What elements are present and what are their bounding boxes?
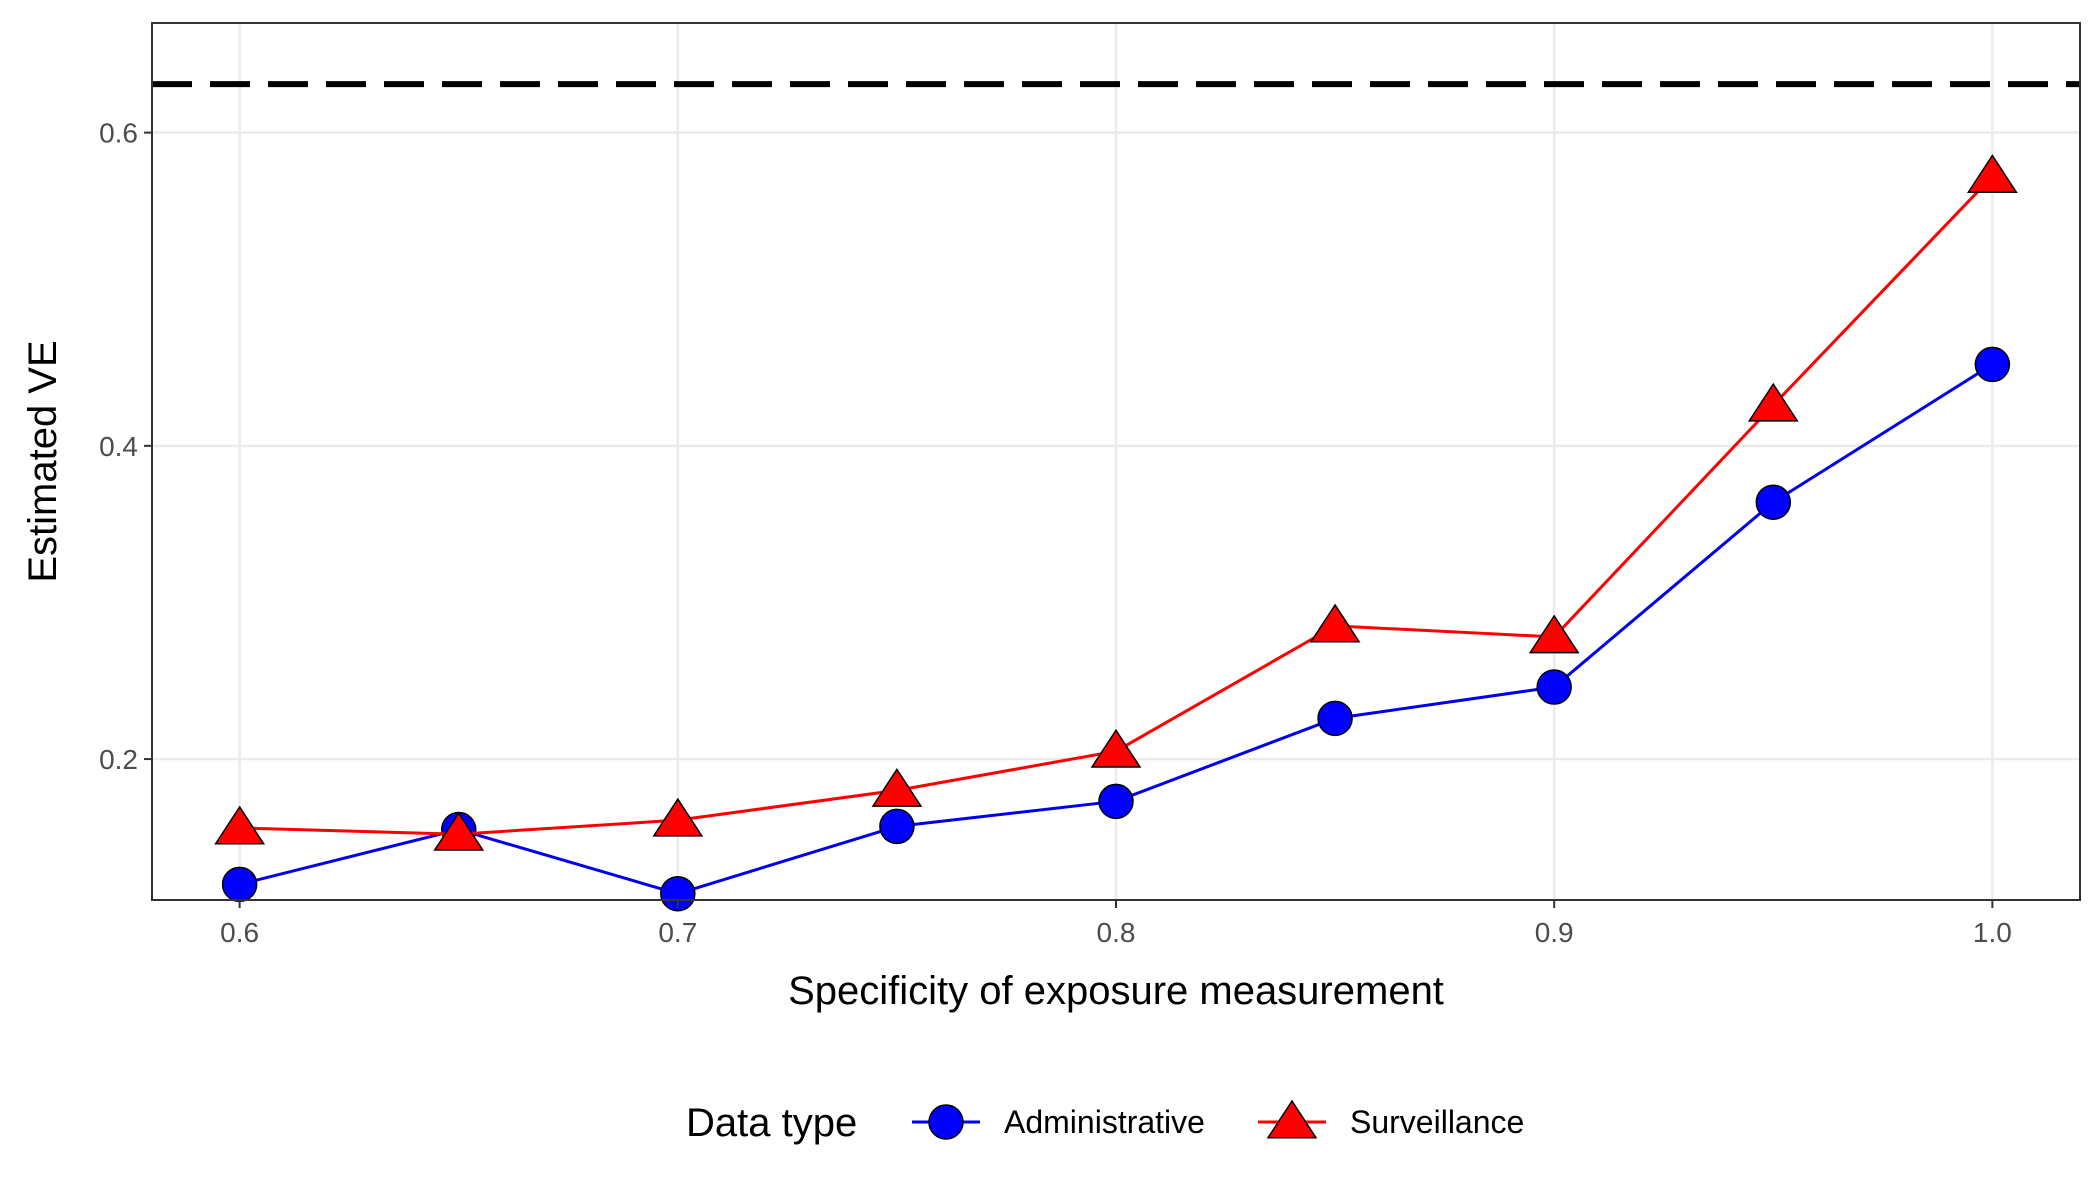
- administrative-point: [1098, 783, 1134, 820]
- surveillance-point: [1528, 614, 1580, 654]
- administrative-point: [1755, 484, 1792, 520]
- legend-label: Surveillance: [1350, 1104, 1524, 1140]
- administrative-point: [1317, 700, 1353, 737]
- y-tick-label: 0.2: [99, 744, 138, 775]
- legend-label: Administrative: [1004, 1104, 1205, 1140]
- surveillance-point: [433, 811, 485, 851]
- y-axis-title: Estimated VE: [21, 340, 65, 582]
- surveillance-point: [871, 768, 923, 807]
- legend: Data type Administrative Surveillance: [686, 1099, 1524, 1145]
- axes: 0.6 0.7 0.8 0.9 1.0 0.2 0.4 0.6: [99, 118, 2012, 948]
- surveillance-point: [1966, 154, 2018, 193]
- series-surveillance: [214, 154, 2018, 851]
- x-tick-label: 0.8: [1097, 917, 1136, 948]
- surveillance-point: [1090, 728, 1142, 768]
- surveillance-point: [1747, 382, 1799, 422]
- administrative-point: [1974, 346, 2011, 383]
- x-tick-label: 0.7: [658, 917, 697, 948]
- surveillance-point: [652, 797, 704, 837]
- gridlines: [152, 23, 2080, 900]
- legend-key-circle-icon: [928, 1104, 964, 1140]
- administrative-point: [660, 875, 696, 912]
- y-tick-label: 0.4: [99, 431, 138, 462]
- legend-items: Administrative Surveillance: [912, 1099, 1524, 1140]
- surveillance-point: [214, 805, 266, 845]
- administrative-point: [879, 808, 915, 845]
- legend-item-surveillance: Surveillance: [1258, 1099, 1524, 1140]
- legend-item-administrative: Administrative: [912, 1104, 1205, 1140]
- x-tick-label: 1.0: [1973, 917, 2012, 948]
- administrative-point: [221, 866, 258, 903]
- legend-key-triangle-icon: [1266, 1099, 1318, 1139]
- legend-title: Data type: [686, 1101, 857, 1145]
- administrative-point: [1536, 669, 1572, 705]
- x-axis-title: Specificity of exposure measurement: [788, 969, 1444, 1013]
- x-tick-label: 0.6: [220, 917, 259, 948]
- surveillance-point: [1309, 603, 1361, 643]
- y-tick-label: 0.6: [99, 118, 138, 149]
- x-tick-label: 0.9: [1535, 917, 1574, 948]
